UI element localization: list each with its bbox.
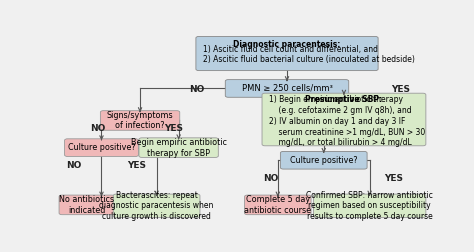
Text: Signs/symptoms
of infection?: Signs/symptoms of infection? xyxy=(107,111,173,130)
Text: Diagnostic paracentesis:: Diagnostic paracentesis: xyxy=(233,40,341,49)
FancyBboxPatch shape xyxy=(139,138,219,158)
Text: Culture positive?: Culture positive? xyxy=(68,143,135,152)
FancyBboxPatch shape xyxy=(262,93,426,146)
Text: Presumptive SBP:: Presumptive SBP: xyxy=(305,95,383,104)
Text: YES: YES xyxy=(384,174,403,183)
Text: Confirmed SBP: narrow antibiotic
regimen based on susceptibility
results to comp: Confirmed SBP: narrow antibiotic regimen… xyxy=(306,191,433,221)
FancyBboxPatch shape xyxy=(196,37,378,71)
FancyBboxPatch shape xyxy=(313,194,426,217)
FancyBboxPatch shape xyxy=(245,195,311,215)
FancyBboxPatch shape xyxy=(100,111,180,130)
Text: 1) Begin empiric antibiotic therapy
    (e.g. cefotaxime 2 gm IV q8h), and
2) IV: 1) Begin empiric antibiotic therapy (e.g… xyxy=(269,96,425,147)
FancyBboxPatch shape xyxy=(59,195,115,215)
Text: PMN ≥ 250 cells/mm³: PMN ≥ 250 cells/mm³ xyxy=(242,84,332,93)
Text: Complete 5 day
antibiotic course: Complete 5 day antibiotic course xyxy=(244,195,311,215)
Text: NO: NO xyxy=(263,174,278,183)
FancyBboxPatch shape xyxy=(225,80,349,97)
Text: 1) Ascitic fluid cell count and differential, and
2) Ascitic fluid bacterial cul: 1) Ascitic fluid cell count and differen… xyxy=(202,45,414,64)
Text: No antibiotics
indicated: No antibiotics indicated xyxy=(59,195,114,215)
Text: NO: NO xyxy=(189,85,205,94)
Text: NO: NO xyxy=(90,124,106,133)
FancyBboxPatch shape xyxy=(281,151,367,169)
Text: Bacterascites: repeat
diagnostic paracentesis when
culture growth is discovered: Bacterascites: repeat diagnostic paracen… xyxy=(100,191,214,221)
Text: YES: YES xyxy=(127,161,146,170)
Text: Culture positive?: Culture positive? xyxy=(290,156,357,165)
Text: Begin empiric antibiotic
therapy for SBP: Begin empiric antibiotic therapy for SBP xyxy=(131,138,227,158)
FancyBboxPatch shape xyxy=(64,139,138,156)
Text: YES: YES xyxy=(164,124,182,133)
FancyBboxPatch shape xyxy=(113,194,200,217)
Text: NO: NO xyxy=(66,161,82,170)
Text: YES: YES xyxy=(392,85,410,94)
